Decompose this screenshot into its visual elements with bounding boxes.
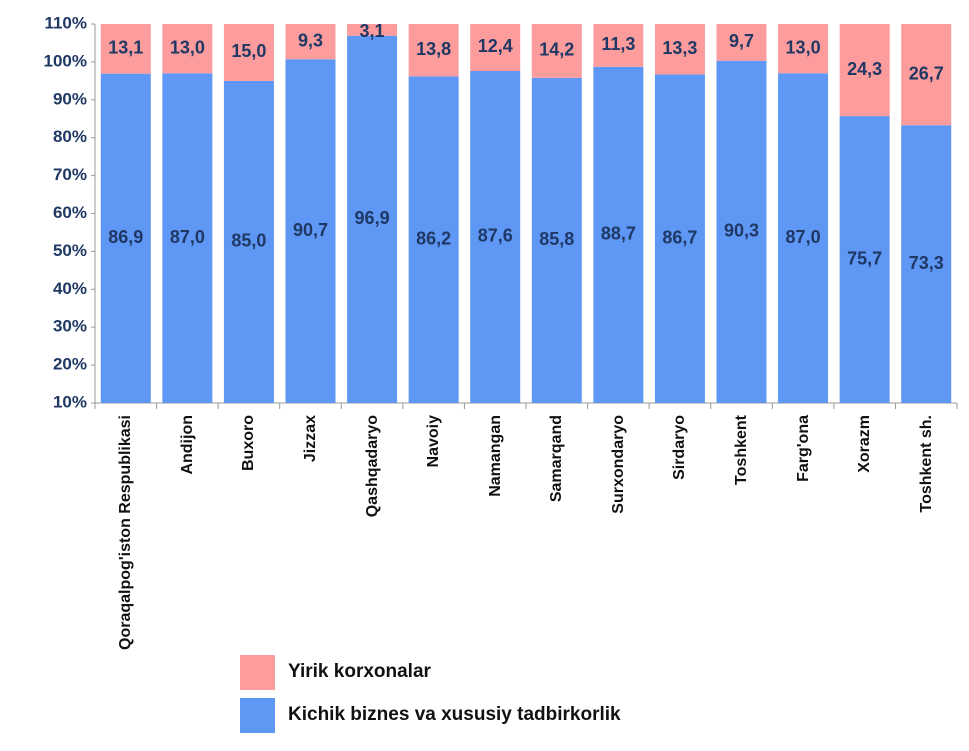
bar-segment — [223, 24, 274, 81]
data-label: 13,3 — [662, 38, 697, 58]
bar-segment — [223, 80, 274, 403]
bar-segment — [901, 125, 952, 404]
data-label: 15,0 — [231, 41, 266, 61]
legend-swatch — [240, 698, 275, 733]
bar-segment — [285, 24, 336, 60]
data-label: 96,9 — [355, 208, 390, 228]
data-label: 9,7 — [729, 31, 754, 51]
bar-segment — [901, 24, 952, 126]
x-tick-label: Samarqand — [548, 415, 566, 503]
bar-segment — [654, 24, 705, 75]
bar-segment — [531, 77, 582, 404]
y-tick-label: 30% — [53, 317, 87, 336]
data-label: 13,0 — [786, 37, 821, 57]
bar-segment — [654, 74, 705, 404]
x-tick-label: Buxoro — [240, 415, 258, 471]
bar-segment — [716, 60, 767, 403]
data-label: 9,3 — [298, 30, 323, 50]
bar-segment — [100, 24, 151, 74]
bar-segment — [593, 24, 644, 67]
x-tick-label: Qashqadaryo — [363, 415, 381, 518]
data-label: 13,0 — [170, 37, 205, 57]
data-label: 26,7 — [909, 63, 944, 83]
data-label: 90,3 — [724, 221, 759, 241]
bar-segment — [162, 24, 213, 74]
y-tick-label: 50% — [53, 241, 87, 260]
x-tick-label: Surxondaryo — [609, 415, 627, 514]
data-label: 75,7 — [847, 248, 882, 268]
x-tick-label: Xorazm — [856, 415, 874, 473]
bar-segment — [347, 35, 398, 404]
y-tick-label: 100% — [44, 51, 87, 70]
bar-segment — [839, 116, 890, 404]
x-tick-label: Namangan — [486, 415, 504, 497]
x-tick-label: Sirdaryo — [671, 415, 689, 480]
data-label: 13,1 — [108, 38, 143, 58]
data-label: 86,9 — [108, 227, 143, 247]
x-tick-label: Qoraqalpog'iston Respublikasi — [117, 415, 135, 650]
bar-segment — [778, 73, 829, 404]
x-tick-label: Toshkent — [733, 415, 750, 485]
bar-segment — [162, 73, 213, 404]
legend-label: Kichik biznes va xususiy tadbirkorlik — [288, 704, 621, 725]
x-tick-label: Toshkent sh. — [917, 415, 935, 513]
x-tick-label: Jizzax — [302, 415, 319, 463]
y-tick-label: 40% — [53, 279, 87, 298]
data-label: 86,7 — [662, 227, 697, 247]
data-label: 87,6 — [478, 226, 513, 246]
data-label: 90,7 — [293, 220, 328, 240]
bar-segment — [408, 76, 459, 403]
bar-segment — [593, 66, 644, 404]
y-tick-label: 70% — [53, 165, 87, 184]
bar-segment — [778, 24, 829, 74]
data-label: 87,0 — [170, 227, 205, 247]
data-label: 12,4 — [478, 36, 513, 56]
legend-label: Yirik korxonalar — [288, 661, 431, 682]
bar-segment — [470, 70, 521, 403]
data-label: 86,2 — [416, 228, 451, 248]
y-tick-label: 10% — [53, 392, 87, 411]
y-tick-label: 110% — [44, 13, 87, 32]
data-label: 85,0 — [231, 231, 266, 251]
bar-segment — [531, 24, 582, 78]
y-tick-label: 60% — [53, 203, 87, 222]
data-label: 13,8 — [416, 39, 451, 59]
x-tick-label: Andijon — [178, 415, 196, 475]
data-label: 73,3 — [909, 253, 944, 273]
y-tick-label: 90% — [53, 89, 87, 108]
data-label: 11,3 — [601, 34, 635, 54]
bar-segment — [100, 73, 151, 404]
bar-segment — [285, 59, 336, 403]
bar-segment — [839, 24, 890, 117]
y-tick-label: 20% — [53, 355, 87, 374]
data-label: 3,1 — [360, 21, 385, 41]
y-tick-label: 80% — [53, 127, 87, 146]
data-label: 14,2 — [539, 40, 574, 60]
x-tick-label: Farg'ona — [794, 415, 812, 482]
bar-segment — [716, 24, 767, 61]
data-label: 88,7 — [601, 224, 636, 244]
data-label: 87,0 — [786, 227, 821, 247]
x-tick-label: Navoiy — [425, 415, 443, 468]
legend-swatch — [240, 655, 275, 690]
bar-segment — [470, 24, 521, 71]
bar-segment — [347, 24, 398, 36]
data-label: 85,8 — [539, 229, 574, 249]
bar-segment — [408, 24, 459, 77]
data-label: 24,3 — [847, 59, 882, 79]
